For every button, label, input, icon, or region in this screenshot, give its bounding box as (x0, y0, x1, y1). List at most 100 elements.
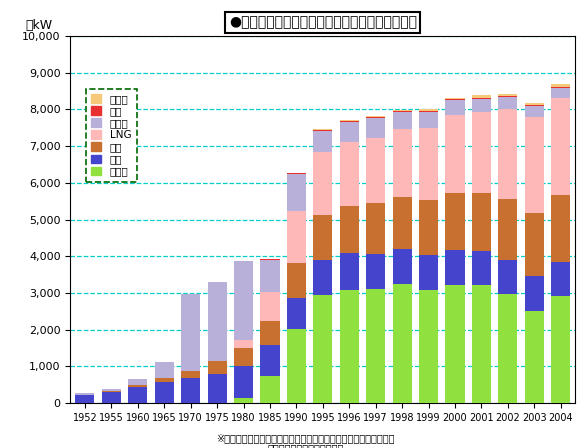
Bar (525, 212, 544, 276)
Bar (234, 366, 253, 397)
Bar (551, 296, 570, 403)
Bar (551, 194, 570, 262)
Bar (208, 361, 227, 374)
Bar (340, 121, 359, 122)
Bar (446, 115, 464, 193)
Bar (525, 103, 544, 105)
Bar (446, 98, 464, 99)
Bar (446, 250, 464, 285)
Bar (472, 95, 491, 98)
Bar (181, 294, 200, 371)
Bar (498, 97, 517, 109)
Bar (498, 109, 517, 199)
Bar (419, 255, 438, 290)
Bar (498, 294, 517, 403)
Bar (234, 340, 253, 348)
Bar (472, 99, 491, 112)
Bar (393, 197, 411, 249)
Bar (419, 109, 438, 111)
Bar (393, 112, 411, 129)
Bar (181, 378, 200, 403)
Bar (498, 94, 517, 96)
Bar (155, 382, 174, 403)
Bar (419, 290, 438, 403)
Bar (472, 193, 491, 251)
Bar (261, 321, 279, 345)
Bar (551, 98, 570, 194)
Bar (366, 138, 385, 203)
Bar (287, 174, 306, 211)
Bar (313, 129, 332, 130)
Bar (287, 329, 306, 403)
Bar (498, 96, 517, 97)
Bar (340, 142, 359, 206)
Bar (234, 261, 253, 340)
Bar (129, 387, 147, 403)
Text: 昭和４６年度までは９電力計: 昭和４６年度までは９電力計 (267, 444, 343, 448)
Bar (234, 348, 253, 366)
Bar (366, 117, 385, 118)
Bar (102, 388, 121, 391)
Bar (261, 259, 279, 292)
Bar (76, 395, 95, 403)
Bar (155, 362, 174, 379)
Bar (313, 130, 332, 131)
Bar (366, 118, 385, 138)
Bar (261, 292, 279, 321)
Text: 万kW: 万kW (25, 19, 52, 32)
Bar (340, 290, 359, 403)
Bar (472, 112, 491, 193)
Text: ●年間発電電力量構成の推移（一般電気事業用）: ●年間発電電力量構成の推移（一般電気事業用） (229, 16, 417, 30)
Bar (551, 88, 570, 98)
Bar (525, 105, 544, 106)
Bar (525, 276, 544, 311)
Bar (446, 193, 464, 250)
Bar (340, 206, 359, 253)
Bar (419, 112, 438, 128)
Legend: 新エネ, 地熱, 石油等, LNG, 石炭, 水力, 原子力: 新エネ, 地熱, 石油等, LNG, 石炭, 水力, 原子力 (86, 89, 137, 182)
Bar (76, 393, 95, 395)
Bar (340, 120, 359, 121)
Bar (551, 262, 570, 296)
Bar (446, 285, 464, 403)
Bar (366, 203, 385, 254)
Bar (551, 87, 570, 88)
Bar (393, 129, 411, 197)
Bar (102, 392, 121, 403)
Bar (181, 371, 200, 378)
Bar (366, 116, 385, 117)
Bar (340, 253, 359, 290)
Bar (313, 259, 332, 295)
Bar (366, 289, 385, 403)
Bar (340, 122, 359, 142)
Bar (261, 375, 279, 403)
Bar (472, 285, 491, 403)
Bar (102, 391, 121, 392)
Bar (366, 254, 385, 289)
Bar (446, 99, 464, 100)
Bar (525, 311, 544, 403)
Bar (208, 282, 227, 361)
Bar (498, 260, 517, 294)
Bar (393, 249, 411, 284)
Bar (525, 117, 544, 212)
Bar (393, 111, 411, 112)
Bar (234, 397, 253, 403)
Bar (287, 173, 306, 174)
Bar (419, 200, 438, 255)
Bar (393, 284, 411, 403)
Bar (155, 379, 174, 382)
Bar (261, 345, 279, 375)
Bar (129, 385, 147, 387)
Bar (208, 374, 227, 403)
Bar (129, 379, 147, 385)
Bar (472, 98, 491, 99)
Bar (393, 110, 411, 111)
Bar (419, 111, 438, 112)
Bar (313, 131, 332, 151)
Bar (287, 263, 306, 297)
Bar (287, 211, 306, 263)
Bar (525, 106, 544, 117)
Text: ※石油等は石油の他、ＬＰＧ、その他ガス、歴青質混合物を含む。: ※石油等は石油の他、ＬＰＧ、その他ガス、歴青質混合物を含む。 (216, 433, 394, 443)
Bar (313, 215, 332, 259)
